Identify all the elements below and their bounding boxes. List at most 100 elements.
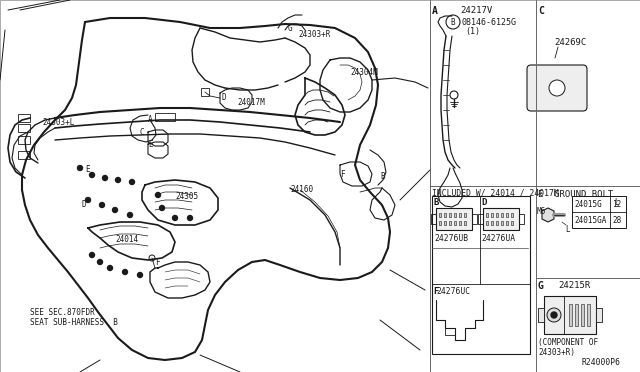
Bar <box>478 214 483 224</box>
Bar <box>511 213 513 217</box>
Text: A: A <box>432 6 438 16</box>
Text: 24304M: 24304M <box>350 68 378 77</box>
Text: E: E <box>85 165 90 174</box>
Text: B: B <box>380 172 385 181</box>
Circle shape <box>129 180 134 185</box>
Bar <box>506 221 508 225</box>
Bar <box>506 213 508 217</box>
Text: 24276UC: 24276UC <box>436 287 470 296</box>
Bar <box>575 304 578 326</box>
Bar <box>486 221 488 225</box>
Circle shape <box>86 198 90 202</box>
Bar <box>483 208 519 230</box>
Bar <box>486 213 488 217</box>
Text: SEE SEC.870FDR: SEE SEC.870FDR <box>30 308 95 317</box>
Circle shape <box>547 308 561 322</box>
Text: B: B <box>450 18 454 27</box>
Text: 24303+R: 24303+R <box>298 30 330 39</box>
Bar <box>464 213 466 217</box>
Bar <box>581 304 584 326</box>
Text: D: D <box>481 198 486 207</box>
Text: C: C <box>140 128 145 137</box>
Text: D: D <box>82 200 86 209</box>
Text: F: F <box>340 170 344 179</box>
Bar <box>496 221 498 225</box>
Text: 28: 28 <box>612 216 621 225</box>
Circle shape <box>102 176 108 180</box>
Circle shape <box>97 260 102 264</box>
Bar <box>587 304 590 326</box>
Text: 24303+L: 24303+L <box>42 118 74 127</box>
Text: 12: 12 <box>612 200 621 209</box>
Bar <box>596 308 602 322</box>
Bar <box>444 213 446 217</box>
Bar <box>18 114 30 122</box>
Bar <box>449 213 451 217</box>
Bar <box>501 213 503 217</box>
Text: 24276UB: 24276UB <box>434 234 468 243</box>
Circle shape <box>127 212 132 218</box>
Bar <box>569 304 572 326</box>
Text: G: G <box>288 24 292 33</box>
Bar <box>439 221 441 225</box>
Circle shape <box>99 202 104 208</box>
Bar <box>439 213 441 217</box>
Text: 24303+R): 24303+R) <box>538 348 575 357</box>
Bar <box>491 221 493 225</box>
Text: G: G <box>538 281 544 291</box>
Text: 24014: 24014 <box>115 235 138 244</box>
Bar <box>519 214 524 224</box>
Bar <box>454 213 456 217</box>
Circle shape <box>108 266 113 270</box>
Text: E: E <box>148 140 152 149</box>
Text: 24015G: 24015G <box>574 200 602 209</box>
Circle shape <box>159 205 164 211</box>
Bar <box>544 296 596 334</box>
Bar <box>444 221 446 225</box>
Text: A: A <box>148 115 152 124</box>
Bar <box>464 221 466 225</box>
Bar <box>501 221 503 225</box>
Circle shape <box>138 273 143 278</box>
Circle shape <box>156 192 161 198</box>
Circle shape <box>549 80 565 96</box>
Text: INCLUDED W/ 24014 / 24017M: INCLUDED W/ 24014 / 24017M <box>432 188 559 197</box>
Text: L: L <box>614 198 619 207</box>
Circle shape <box>115 177 120 183</box>
Text: R24000P6: R24000P6 <box>582 358 621 367</box>
Text: D: D <box>222 93 227 102</box>
Text: 24215R: 24215R <box>558 281 590 290</box>
Text: M6: M6 <box>537 207 547 216</box>
Text: F: F <box>155 258 159 267</box>
Text: F: F <box>433 287 438 296</box>
Bar <box>436 208 472 230</box>
Text: 24217V: 24217V <box>460 6 492 15</box>
Bar <box>459 221 461 225</box>
Bar <box>432 196 530 354</box>
Text: 08146-6125G: 08146-6125G <box>462 18 517 27</box>
Bar <box>538 308 544 322</box>
Text: B: B <box>433 198 438 207</box>
Text: L: L <box>565 225 570 234</box>
Circle shape <box>113 208 118 212</box>
Circle shape <box>188 215 193 221</box>
Circle shape <box>551 312 557 318</box>
Bar <box>459 213 461 217</box>
Text: 24017M: 24017M <box>237 98 265 107</box>
Bar <box>511 221 513 225</box>
Circle shape <box>90 173 95 177</box>
Circle shape <box>90 253 95 257</box>
Bar <box>472 214 477 224</box>
Bar <box>18 136 30 144</box>
Text: 24276UA: 24276UA <box>481 234 515 243</box>
Polygon shape <box>542 208 554 222</box>
Bar <box>201 88 209 96</box>
Bar <box>491 213 493 217</box>
Bar <box>155 113 175 121</box>
Bar <box>496 213 498 217</box>
FancyBboxPatch shape <box>527 65 587 111</box>
Text: C: C <box>538 6 544 16</box>
Bar <box>18 124 30 132</box>
Circle shape <box>173 215 177 221</box>
Text: 24305: 24305 <box>175 192 198 201</box>
